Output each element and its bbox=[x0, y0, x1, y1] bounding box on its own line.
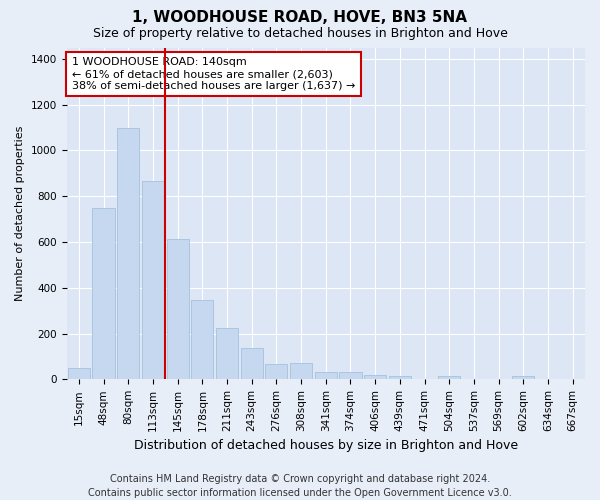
Bar bbox=[314, 372, 337, 380]
Bar bbox=[290, 364, 312, 380]
Bar bbox=[167, 238, 189, 380]
Bar bbox=[117, 128, 139, 380]
Bar bbox=[92, 208, 115, 380]
Y-axis label: Number of detached properties: Number of detached properties bbox=[15, 126, 25, 301]
Bar bbox=[216, 328, 238, 380]
Bar bbox=[389, 376, 411, 380]
Text: 1 WOODHOUSE ROAD: 140sqm
← 61% of detached houses are smaller (2,603)
38% of sem: 1 WOODHOUSE ROAD: 140sqm ← 61% of detach… bbox=[72, 58, 355, 90]
Text: Size of property relative to detached houses in Brighton and Hove: Size of property relative to detached ho… bbox=[92, 28, 508, 40]
Bar bbox=[241, 348, 263, 380]
Bar bbox=[142, 182, 164, 380]
Bar bbox=[340, 372, 362, 380]
Bar bbox=[438, 376, 460, 380]
X-axis label: Distribution of detached houses by size in Brighton and Hove: Distribution of detached houses by size … bbox=[134, 440, 518, 452]
Text: 1, WOODHOUSE ROAD, HOVE, BN3 5NA: 1, WOODHOUSE ROAD, HOVE, BN3 5NA bbox=[133, 10, 467, 25]
Bar bbox=[68, 368, 90, 380]
Text: Contains HM Land Registry data © Crown copyright and database right 2024.
Contai: Contains HM Land Registry data © Crown c… bbox=[88, 474, 512, 498]
Bar bbox=[512, 376, 535, 380]
Bar bbox=[191, 300, 214, 380]
Bar bbox=[364, 374, 386, 380]
Bar bbox=[265, 364, 287, 380]
